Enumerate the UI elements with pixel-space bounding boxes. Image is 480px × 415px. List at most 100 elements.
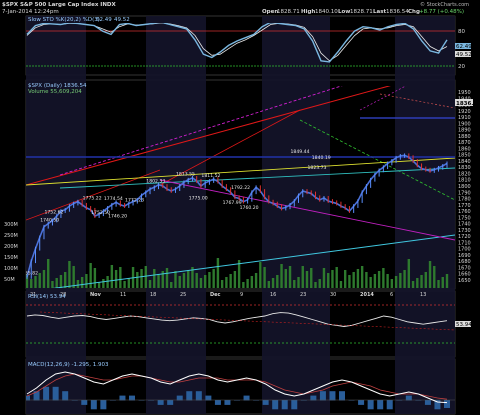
volume-bar [271, 278, 275, 288]
macd-histogram-bar [405, 395, 412, 401]
price-annotation: 1752.50 [91, 210, 110, 216]
volume-bar [220, 280, 224, 288]
volume-tick-label: 300M [4, 222, 18, 228]
high-label: High [301, 9, 315, 15]
x-tick-label: 25 [180, 292, 186, 298]
sto-k-marker-text: 62.49 [456, 44, 472, 50]
volume-bars [26, 258, 449, 288]
volume-bar [263, 267, 266, 288]
volume-bar [144, 266, 147, 288]
volume-bar [208, 272, 211, 288]
month-band-1 [146, 16, 206, 414]
volume-bar [437, 280, 440, 288]
volume-bar [420, 275, 423, 288]
price-tick-label: 1880 [458, 134, 471, 140]
price-tick-label: 1890 [458, 128, 471, 134]
x-tick-label: Nov [90, 292, 102, 298]
macd-histogram-bar [319, 391, 326, 401]
price-tick-label: 1750 [458, 215, 471, 221]
volume-legend: Volume 55,609,204 [28, 89, 82, 95]
price-annotation: 1655.82 [19, 270, 38, 276]
volume-bar [199, 278, 203, 288]
macd-histogram-bar [339, 391, 345, 401]
x-tick-label: 23 [300, 292, 306, 298]
macd-histogram-bar [358, 400, 365, 405]
price-tick-label: 1760 [458, 209, 471, 215]
x-tick-label: 21 [30, 292, 36, 298]
trendlines [26, 86, 455, 288]
volume-bar [102, 279, 105, 288]
macd-histogram-bar [186, 391, 193, 401]
volume-bar [161, 271, 164, 288]
volume-tick-label: 100M [4, 266, 18, 272]
volume-bar [327, 273, 330, 288]
low-value: 1828.71 [350, 9, 373, 15]
macd-histogram-bar [119, 395, 126, 401]
volume-bar [89, 263, 92, 288]
price-axis: 1950194019301920191019001890188018701860… [458, 90, 471, 284]
last-price-marker-text: 1836.54 [456, 101, 480, 107]
volume-bar [352, 272, 355, 288]
last-label: Last [373, 9, 386, 15]
price-annotation: 1752.62 [44, 210, 63, 216]
price-tick-label: 1810 [458, 178, 471, 184]
macd-histogram-bar [167, 400, 174, 405]
trendline-magenta-short [359, 86, 407, 111]
volume-bar [301, 266, 304, 288]
trendline-green-down [299, 119, 455, 201]
price-annotation: 1802.33 [146, 179, 165, 185]
macd-histogram-bar [243, 395, 250, 401]
volume-bar [369, 277, 372, 288]
volume-bar [390, 279, 394, 288]
rsi-line [26, 312, 448, 327]
volume-axis: 300M 250M 200M 150M 100M 50M [4, 222, 18, 283]
price-tick-label: 1920 [458, 109, 471, 115]
trendline-magenta-upper [59, 86, 343, 176]
volume-bar [407, 259, 411, 288]
volume-bar [382, 268, 385, 288]
price-line [26, 154, 448, 278]
last-value: 1836.54 [386, 9, 409, 15]
volume-bar [356, 269, 360, 288]
price-annotation: 1811.52 [201, 173, 220, 179]
volume-bar [348, 275, 351, 288]
rsi-plot [26, 304, 455, 344]
price-annotation: 1813.55 [176, 172, 195, 178]
trendline-magenta-lower [159, 179, 455, 241]
trendline-red-upper [26, 86, 391, 186]
sto-axis-20: 20 [458, 64, 465, 70]
price-tick-label: 1910 [458, 115, 471, 121]
low-label: Low [338, 9, 350, 15]
chg-value: +8.77 (+0.48%) [419, 9, 464, 15]
volume-bar [276, 275, 279, 288]
macd-histogram-bar [224, 400, 231, 405]
x-tick-label: 18 [150, 292, 156, 298]
sto-legend: Slow STO %K(20,2) %D(3) [28, 17, 100, 23]
macd-histogram-bar [434, 400, 441, 410]
volume-bar [55, 278, 58, 288]
macd-histogram-bar [444, 400, 450, 408]
volume-bar [174, 271, 177, 288]
macd-histogram-bar [33, 391, 40, 401]
x-tick-label: 11 [120, 292, 126, 298]
price-tick-label: 1800 [458, 184, 471, 190]
x-tick-label: 6 [390, 292, 393, 298]
month-band-2 [262, 16, 330, 414]
volume-bar [441, 277, 444, 288]
x-axis: 21 28 Nov 11 18 25 Dec 9 16 23 30 2014 6 13 [30, 292, 426, 298]
macd-histogram-bar [291, 400, 298, 410]
macd-histogram-bar [157, 400, 164, 405]
volume-bar [399, 273, 402, 288]
macd-histogram-bar [43, 386, 50, 401]
trendline-red-short [379, 93, 455, 109]
volume-bar [68, 261, 71, 288]
trendline-cyan-mid [59, 167, 455, 189]
volume-bar [140, 269, 143, 288]
volume-bar [182, 273, 186, 288]
volume-bar [335, 267, 338, 288]
chart-datetime: 7-Jan-2014 12:24pm [2, 9, 59, 15]
volume-bar [250, 276, 254, 288]
price-tick-label: 1870 [458, 140, 471, 146]
macd-histogram-bar [26, 395, 30, 401]
